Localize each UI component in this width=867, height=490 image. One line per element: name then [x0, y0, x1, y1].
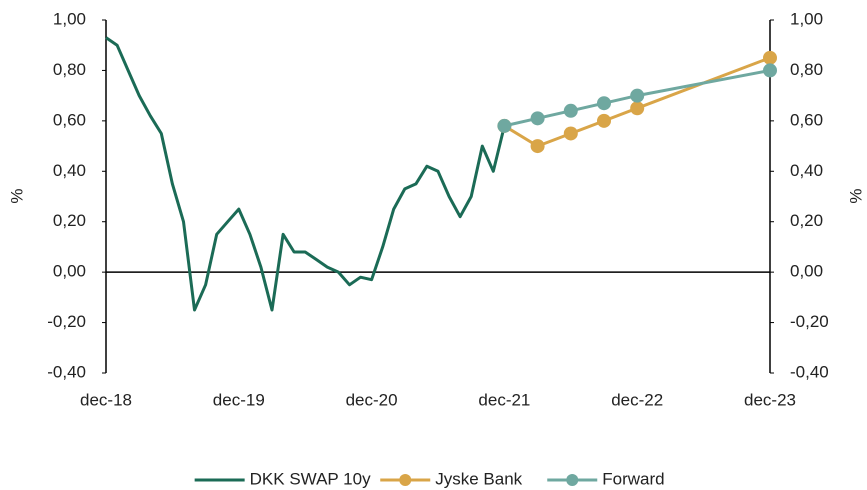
y2-axis-label: % [846, 188, 865, 203]
series-marker [563, 126, 578, 141]
y2-tick-label: 0,80 [790, 60, 823, 79]
y2-tick-label: -0,40 [790, 362, 829, 381]
series-marker [763, 50, 777, 65]
y-tick-label: 0,80 [53, 60, 86, 79]
y-tick-label: 0,40 [53, 161, 86, 180]
legend-label: DKK SWAP 10y [250, 469, 371, 488]
y-tick-label: 0,00 [53, 262, 86, 281]
series-marker [630, 101, 645, 116]
series-marker [497, 118, 512, 133]
x-tick-label: dec-22 [611, 390, 663, 409]
series-line [105, 36, 506, 312]
legend-marker [399, 474, 412, 486]
y-tick-label: 1,00 [53, 9, 86, 28]
y2-tick-label: 0,40 [790, 161, 823, 180]
x-tick-label: dec-21 [478, 390, 530, 409]
legend-marker [566, 474, 579, 486]
y-axis-label: % [7, 188, 26, 203]
series-marker [597, 96, 611, 111]
y-tick-label: 0,20 [53, 211, 86, 230]
series-marker [563, 103, 578, 118]
legend-label: Jyske Bank [435, 469, 522, 488]
x-tick-label: dec-20 [346, 390, 398, 409]
y-tick-label: -0,40 [47, 362, 86, 381]
series-marker [597, 113, 611, 128]
x-tick-label: dec-19 [213, 390, 265, 409]
y2-tick-label: 1,00 [790, 9, 823, 28]
series-marker [530, 139, 545, 154]
series-marker [630, 88, 645, 103]
series-marker [763, 63, 777, 78]
x-tick-label: dec-23 [744, 390, 796, 409]
y2-tick-label: 0,00 [790, 262, 823, 281]
y2-tick-label: 0,20 [790, 211, 823, 230]
y-tick-label: 0,60 [53, 110, 86, 129]
y2-tick-label: 0,60 [790, 110, 823, 129]
legend-label: Forward [602, 469, 664, 488]
y2-tick-label: -0,20 [790, 312, 829, 331]
x-tick-label: dec-18 [80, 390, 132, 409]
series-marker [530, 111, 545, 126]
y-tick-label: -0,20 [47, 312, 86, 331]
